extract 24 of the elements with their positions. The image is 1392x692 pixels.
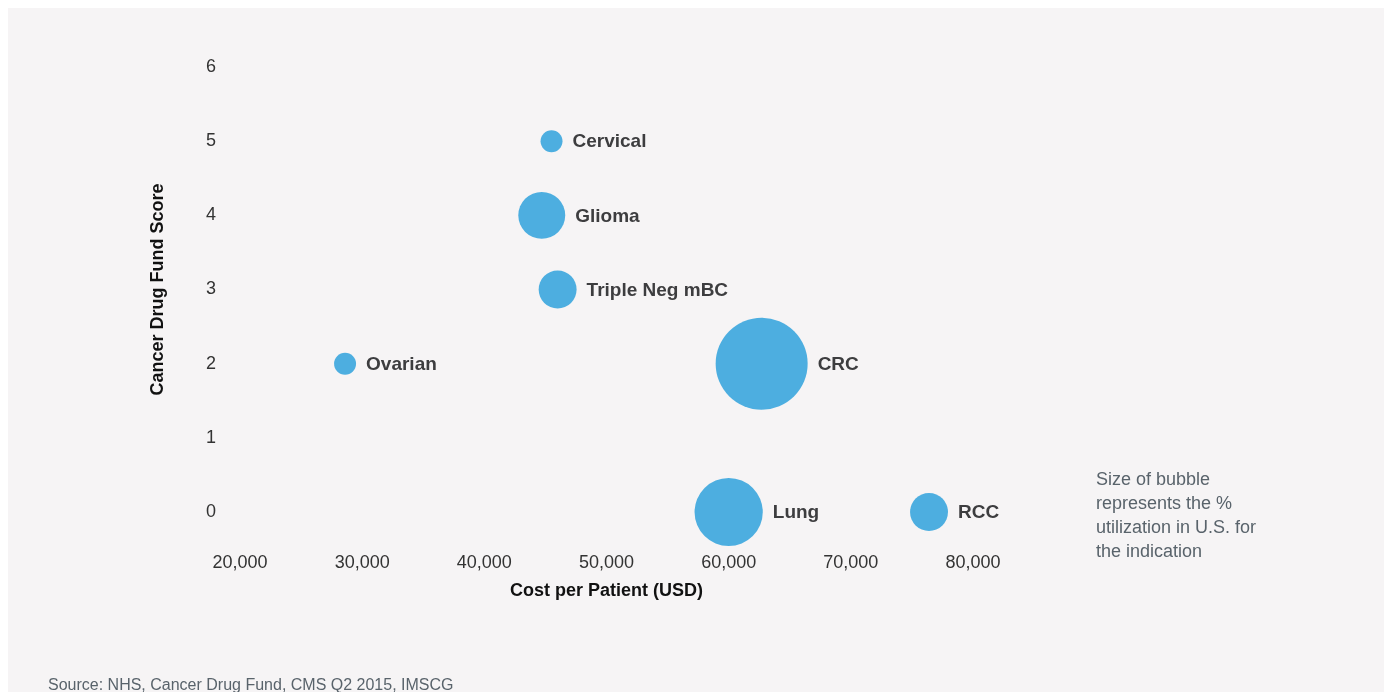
annotation: Cervical xyxy=(572,130,647,152)
y-axis-title: Cancer Drug Fund Score xyxy=(146,183,167,396)
annotation: RCC xyxy=(957,501,1000,523)
annotation: Lung xyxy=(772,501,820,523)
y-tick-label: 2 xyxy=(205,352,216,373)
x-tick-label: 80,000 xyxy=(945,551,1001,572)
y-tick-label: 0 xyxy=(205,500,216,521)
y-tick-label: 1 xyxy=(205,426,216,447)
x-tick-label: 50,000 xyxy=(578,551,635,572)
y-tick-label: 3 xyxy=(205,278,216,299)
x-tick-label: 20,000 xyxy=(212,551,268,572)
x-tick-label: 70,000 xyxy=(823,551,879,572)
x-axis-title: Cost per Patient (USD) xyxy=(509,580,704,601)
y-tick-label: 5 xyxy=(205,130,216,151)
text: Size of bubble represents the % utilization in U.S. for the indication xyxy=(1096,469,1257,561)
x-tick-label: 40,000 xyxy=(456,551,512,572)
y-tick-label: 6 xyxy=(205,55,216,76)
annotation: Ovarian xyxy=(366,352,437,374)
annotation: Glioma xyxy=(575,204,641,226)
y-tick-label: 4 xyxy=(205,204,216,225)
annotation: Triple Neg mBC xyxy=(586,278,729,300)
x-tick-label: 30,000 xyxy=(334,551,390,572)
x-tick-label: 60,000 xyxy=(701,551,757,572)
annotation: CRC xyxy=(817,352,860,374)
